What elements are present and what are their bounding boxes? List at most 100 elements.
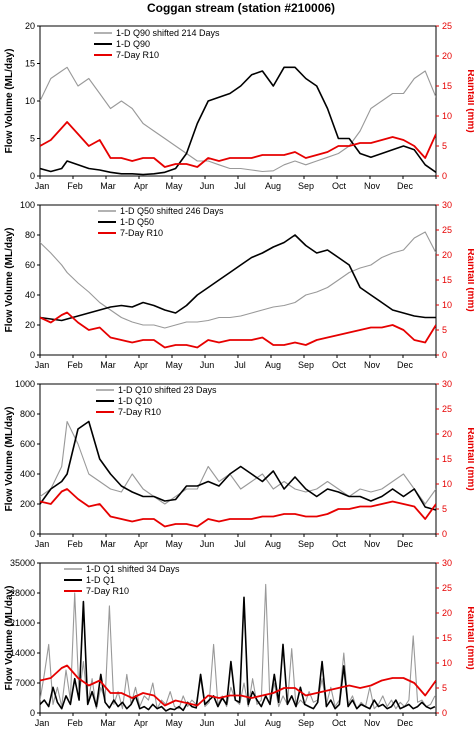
month-label: Dec [397,360,414,370]
right-tick-label: 30 [442,379,452,389]
left-tick-label: 800 [20,409,35,419]
right-tick-label: 20 [442,608,452,618]
month-label: Mar [100,718,116,728]
legend-entry: 7-Day R10 [118,407,161,417]
left-tick-label: 40 [25,290,35,300]
month-label: Aug [265,360,281,370]
left-tick-label: 14000 [10,648,35,658]
series-line-3 [40,311,436,349]
chart-panel-4: 0 7000 14000 21000 28000 35000 0 5 10 15 20 25 30 Jan… [4,558,474,728]
right-tick-label: 30 [442,558,452,568]
month-label: Jul [234,539,246,549]
month-label: Feb [67,539,83,549]
left-tick-label: 10 [25,96,35,106]
legend-entry: 1-D Q50 shifted 246 Days [120,206,224,216]
month-label: Jul [234,718,246,728]
month-label: Apr [134,360,148,370]
left-tick-label: 0 [30,529,35,539]
month-label: Mar [100,539,116,549]
month-label: Jan [35,718,50,728]
month-label: Nov [364,718,381,728]
left-tick-label: 21000 [10,618,35,628]
month-label: Nov [364,360,381,370]
left-tick-label: 1000 [15,379,35,389]
left-tick-label: 0 [30,350,35,360]
month-label: Aug [265,181,281,191]
month-label: May [165,718,183,728]
month-label: Jun [200,539,215,549]
month-label: Dec [397,539,414,549]
month-label: Jun [200,181,215,191]
right-tick-label: 10 [442,111,452,121]
y2-axis-label: Rainfall (mm) [465,69,474,132]
month-label: May [165,181,183,191]
month-label: Sep [298,181,314,191]
month-label: Feb [67,181,83,191]
right-tick-label: 0 [442,350,447,360]
month-label: Nov [364,181,381,191]
series-line-2 [40,596,436,712]
series-line-3 [40,121,436,168]
right-tick-label: 10 [442,300,452,310]
month-label: Jun [200,360,215,370]
right-tick-label: 5 [442,141,447,151]
right-tick-label: 5 [442,325,447,335]
month-label: Oct [332,181,347,191]
month-label: Oct [332,718,347,728]
month-label: May [165,539,183,549]
right-tick-label: 25 [442,225,452,235]
series-line-1 [40,583,436,710]
legend-entry: 1-D Q1 shifted 34 Days [86,564,180,574]
legend-entry: 1-D Q1 [86,575,115,585]
right-tick-label: 20 [442,250,452,260]
right-tick-label: 10 [442,658,452,668]
right-tick-label: 5 [442,683,447,693]
month-label: Aug [265,539,281,549]
month-label: Apr [134,181,148,191]
right-tick-label: 20 [442,51,452,61]
chart-panel-2: 0 20 40 60 80 100 0 5 10 15 20 25 30 Jan Feb Mar Apr May J… [4,200,474,370]
left-tick-label: 15 [25,59,35,69]
series-line-3 [40,664,436,707]
right-tick-label: 0 [442,529,447,539]
left-tick-label: 20 [25,320,35,330]
right-tick-label: 25 [442,404,452,414]
right-tick-label: 20 [442,429,452,439]
left-tick-label: 7000 [15,678,35,688]
right-tick-label: 25 [442,583,452,593]
left-tick-label: 0 [30,708,35,718]
legend-entry: 1-D Q10 [118,396,152,406]
month-label: Jan [35,539,50,549]
left-tick-label: 100 [20,200,35,210]
month-label: Jan [35,181,50,191]
y-axis-label: Flow Volume (ML/day) [4,407,15,512]
plot-frame [39,25,437,177]
y-axis-label: Flow Volume (ML/day) [4,586,15,691]
month-label: Mar [100,360,116,370]
right-tick-label: 15 [442,81,452,91]
month-label: Nov [364,539,381,549]
legend-entry: 1-D Q90 shifted 214 Days [116,28,220,38]
left-tick-label: 60 [25,260,35,270]
left-tick-label: 20 [25,21,35,31]
right-tick-label: 15 [442,275,452,285]
month-label: Dec [397,181,414,191]
figure-title: Coggan stream (station #210006) [147,1,335,15]
legend-entry: 1-D Q10 shifted 23 Days [118,385,217,395]
left-tick-label: 400 [20,469,35,479]
left-tick-label: 28000 [10,588,35,598]
left-tick-label: 35000 [10,558,35,568]
series-line-2 [40,420,436,511]
legend-entry: 7-Day R10 [120,228,163,238]
y-axis-label: Flow Volume (ML/day) [4,49,15,154]
chart-panel-3: 0 200 400 600 800 1000 0 5 10 15 20 25 30 Jan Feb Mar Ap… [4,379,474,549]
month-label: Jun [200,718,215,728]
month-label: Apr [134,718,148,728]
month-label: Oct [332,539,347,549]
series-line-1 [40,66,436,173]
series-line-1 [40,420,436,505]
month-label: Aug [265,718,281,728]
left-tick-label: 0 [30,171,35,181]
right-tick-label: 30 [442,200,452,210]
